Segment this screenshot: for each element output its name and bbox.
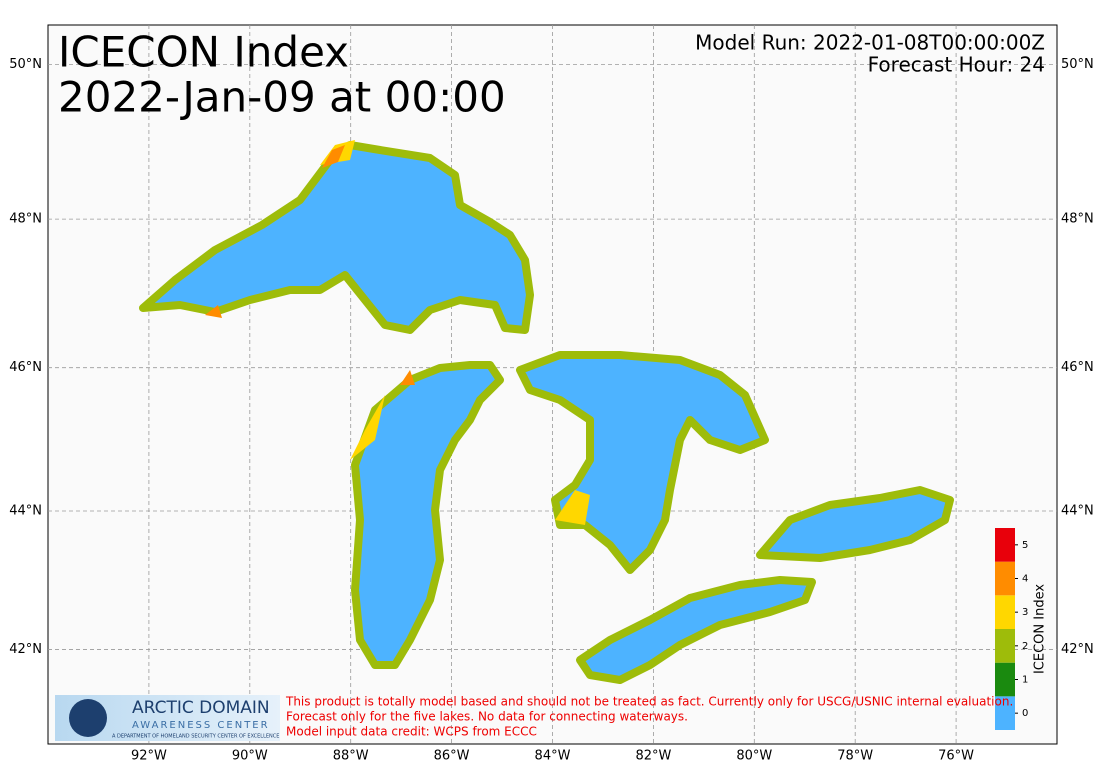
lake-erie [576,576,816,684]
lat-label: 48°N [1061,212,1094,227]
lat-label: 44°N [1061,504,1094,519]
lon-label: 92°W [131,749,167,764]
lon-label: 80°W [736,749,772,764]
disclaimer: This product is totally model based and … [285,695,1013,709]
lat-label: 42°N [9,642,42,657]
logo-globe [69,699,107,737]
colorbar-swatch [995,629,1015,663]
colorbar-tick-label: 0 [1022,708,1028,719]
disclaimer: Forecast only for the five lakes. No dat… [286,710,688,724]
logo-tagline: A DEPARTMENT OF HOMELAND SECURITY CENTER… [112,734,279,740]
colorbar-swatch [995,528,1015,562]
colorbar-label: ICECON Index [1033,584,1048,674]
lat-label: 50°N [9,57,42,72]
colorbar-swatch [995,696,1015,730]
colorbar: 0 1 2 3 4 5 [995,528,1028,730]
colorbar-tick-label: 5 [1022,540,1028,551]
lat-label: 44°N [9,504,42,519]
lat-label: 50°N [1061,57,1094,72]
colorbar-swatch [995,595,1015,629]
lat-label: 42°N [1061,642,1094,657]
lake-michigan [351,361,504,669]
lon-label: 84°W [535,749,571,764]
lon-label: 88°W [333,749,369,764]
colorbar-swatch [995,561,1015,596]
title-line: ICECON Index [58,28,349,77]
disclaimer: Model input data credit: WCPS from ECCC [286,725,537,739]
logo-subtitle: AWARENESS CENTER [132,720,270,731]
lat-label: 48°N [9,212,42,227]
lon-label: 82°W [635,749,671,764]
lon-label: 86°W [434,749,470,764]
lat-label: 46°N [1061,360,1094,375]
title-line: 2022-Jan-09 at 00:00 [58,73,506,122]
lakes [139,140,954,684]
lat-label: 46°N [9,360,42,375]
lon-label: 76°W [938,749,974,764]
colorbar-tick-label: 4 [1022,574,1028,585]
lon-label: 78°W [837,749,873,764]
forecast-hour: Forecast Hour: 24 [868,53,1045,77]
colorbar-tick-label: 2 [1022,641,1028,652]
logo: ARCTIC DOMAIN AWARENESS CENTER A DEPARTM… [55,695,280,741]
lake-ontario [756,486,954,562]
colorbar-tick-label: 3 [1022,607,1028,618]
colorbar-swatch [995,662,1015,697]
logo-title: ARCTIC DOMAIN [132,698,270,718]
lon-label: 90°W [232,749,268,764]
colorbar-tick-label: 1 [1022,675,1028,686]
model-run: Model Run: 2022-01-08T00:00:00Z [695,31,1045,55]
